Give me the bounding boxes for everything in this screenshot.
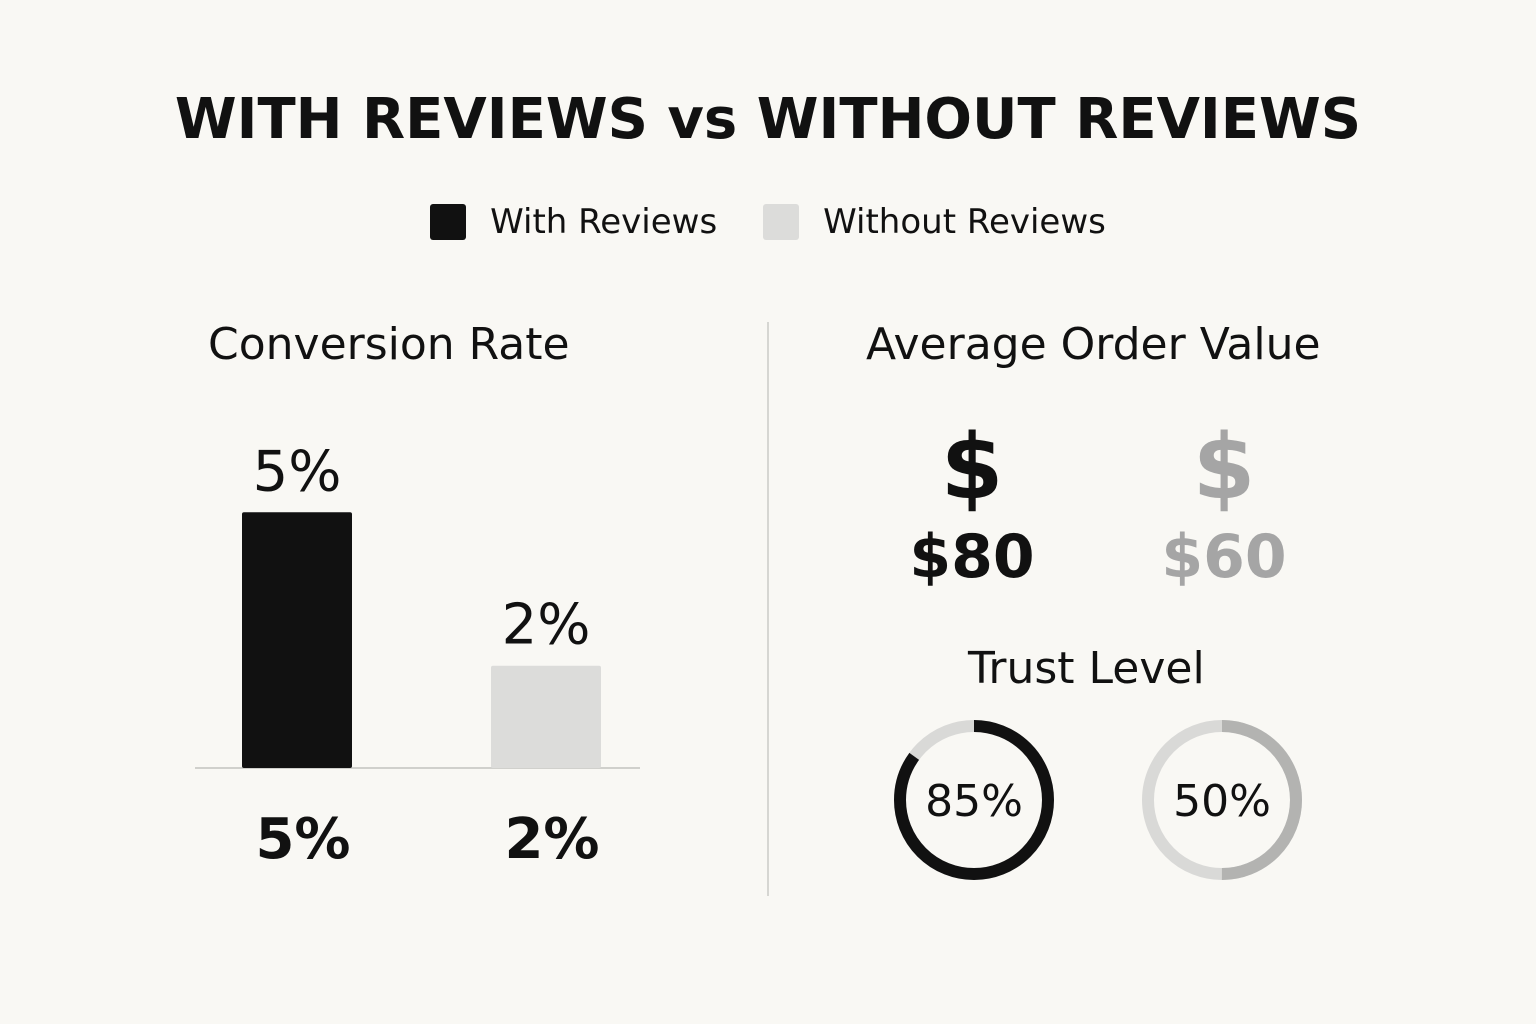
gauge-label-without-reviews: 50% <box>1173 776 1271 827</box>
legend-item-without-reviews: Without Reviews <box>763 200 1106 244</box>
aov-without-reviews-value: $60 <box>1161 522 1287 592</box>
page-title: WITH REVIEWS vs WITHOUT REVIEWS <box>174 87 1362 152</box>
dollar-icon: $ <box>940 415 1004 520</box>
trust-gauge-with-reviews: 85% <box>894 720 1054 880</box>
average-order-value-heading: Average Order Value <box>866 319 1321 370</box>
gauge-fill-without-reviews <box>1142 720 1302 880</box>
legend-label-without-reviews: Without Reviews <box>823 202 1106 242</box>
dollar-icon: $ <box>1192 415 1256 520</box>
x-tick-label-with-reviews: 5% <box>255 807 350 872</box>
bar-value-label-with-reviews: 5% <box>253 439 342 504</box>
legend-label-with-reviews: With Reviews <box>490 202 718 242</box>
legend-swatch-with-reviews <box>430 204 467 240</box>
aov-without-reviews: $ $60 <box>1104 415 1344 593</box>
legend-item-with-reviews: With Reviews <box>430 200 717 244</box>
bar-without-reviews <box>491 665 601 768</box>
legend-swatch-without-reviews <box>763 204 800 240</box>
conversion-rate-chart: 5% 5% 2% 2% <box>195 439 640 872</box>
trust-level-heading: Trust Level <box>968 643 1205 694</box>
panel-divider <box>767 322 769 896</box>
bar-value-label-without-reviews: 2% <box>502 593 591 658</box>
legend: With Reviews Without Reviews <box>0 200 1536 244</box>
trust-gauge-without-reviews: 50% <box>1142 720 1302 880</box>
conversion-rate-heading: Conversion Rate <box>208 319 570 370</box>
aov-with-reviews-value: $80 <box>909 522 1035 592</box>
gauge-label-with-reviews: 85% <box>925 776 1023 827</box>
x-tick-label-without-reviews: 2% <box>504 807 599 872</box>
bar-with-reviews <box>242 512 352 768</box>
gauge-fill-with-reviews <box>894 720 1054 880</box>
aov-with-reviews: $ $80 <box>852 415 1092 593</box>
